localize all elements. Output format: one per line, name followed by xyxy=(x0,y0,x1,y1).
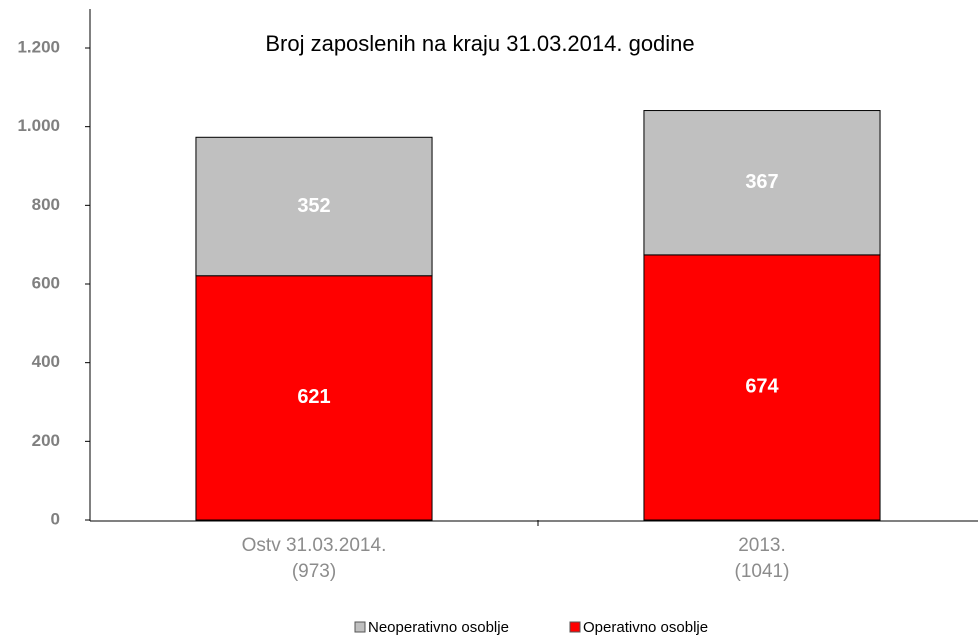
data-label: 674 xyxy=(745,376,779,398)
chart-title: Broj zaposlenih na kraju 31.03.2014. god… xyxy=(265,31,694,56)
legend-label: Operativno osoblje xyxy=(583,619,708,636)
x-tick-label: 2013. (1041) xyxy=(734,535,790,582)
bar-segment xyxy=(195,136,433,277)
legend-label: Neoperativno osoblje xyxy=(368,619,509,636)
y-tick-label: 1.200 xyxy=(17,37,60,56)
data-label: 367 xyxy=(745,171,778,193)
y-tick-label: 0 xyxy=(51,509,60,528)
y-tick-label: 200 xyxy=(32,431,60,450)
bar-segment xyxy=(643,110,881,256)
y-tick-label: 400 xyxy=(32,352,60,371)
bar-segment xyxy=(643,254,881,521)
y-tick-label: 1.000 xyxy=(17,116,60,135)
legend-swatch xyxy=(354,621,366,633)
x-tick-label: Ostv 31.03.2014. (973) xyxy=(241,535,387,582)
data-label: 352 xyxy=(297,195,330,217)
legend-swatch xyxy=(569,621,581,633)
data-label: 621 xyxy=(297,386,330,408)
y-tick-label: 600 xyxy=(32,273,60,292)
bar-segment xyxy=(195,275,433,521)
y-tick-label: 800 xyxy=(32,195,60,214)
